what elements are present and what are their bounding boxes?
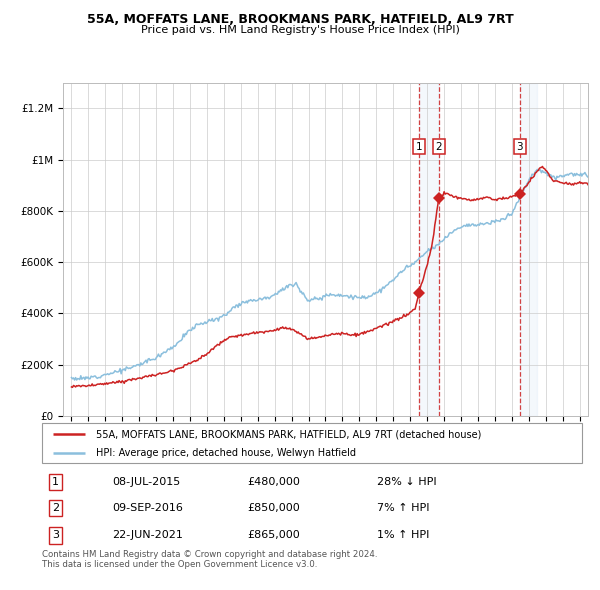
Bar (520, 83, 536, 416)
Text: 08-JUL-2015: 08-JUL-2015 (112, 477, 181, 487)
Text: Price paid vs. HM Land Registry's House Price Index (HPI): Price paid vs. HM Land Registry's House … (140, 25, 460, 35)
Text: 7% ↑ HPI: 7% ↑ HPI (377, 503, 430, 513)
Text: 22-JUN-2021: 22-JUN-2021 (112, 530, 183, 540)
Text: 2: 2 (436, 142, 442, 152)
Text: 1% ↑ HPI: 1% ↑ HPI (377, 530, 429, 540)
Text: HPI: Average price, detached house, Welwyn Hatfield: HPI: Average price, detached house, Welw… (96, 448, 356, 458)
Text: 3: 3 (517, 142, 523, 152)
Text: £480,000: £480,000 (247, 477, 300, 487)
Text: 1: 1 (52, 477, 59, 487)
Bar (419, 83, 439, 416)
Text: £850,000: £850,000 (247, 503, 300, 513)
Text: 28% ↓ HPI: 28% ↓ HPI (377, 477, 436, 487)
Text: Contains HM Land Registry data © Crown copyright and database right 2024.
This d: Contains HM Land Registry data © Crown c… (42, 550, 377, 569)
Text: 55A, MOFFATS LANE, BROOKMANS PARK, HATFIELD, AL9 7RT: 55A, MOFFATS LANE, BROOKMANS PARK, HATFI… (86, 13, 514, 26)
Text: 3: 3 (52, 530, 59, 540)
Text: 2: 2 (52, 503, 59, 513)
Text: 09-SEP-2016: 09-SEP-2016 (112, 503, 183, 513)
Text: 1: 1 (416, 142, 422, 152)
Text: £865,000: £865,000 (247, 530, 300, 540)
FancyBboxPatch shape (42, 423, 582, 463)
Text: 55A, MOFFATS LANE, BROOKMANS PARK, HATFIELD, AL9 7RT (detached house): 55A, MOFFATS LANE, BROOKMANS PARK, HATFI… (96, 430, 481, 440)
